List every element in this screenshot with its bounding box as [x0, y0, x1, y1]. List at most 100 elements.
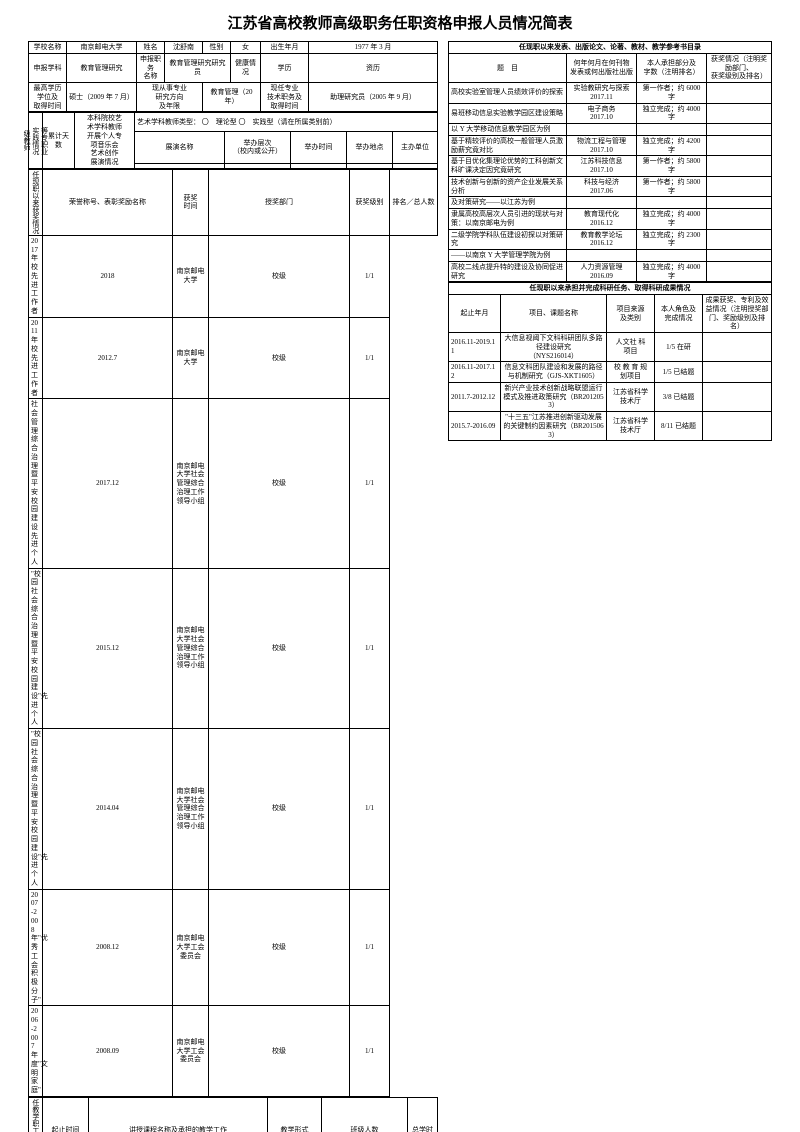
cell: 南京邮电大学工会委员会	[173, 1006, 209, 1097]
cell: 2008.12	[43, 889, 173, 1006]
value: 1977 年 3 月	[309, 42, 438, 54]
th: 举办时间	[291, 131, 347, 163]
th: 获奖情况（注明奖励部门、获奖级别及排名）	[707, 53, 772, 82]
cell	[703, 382, 772, 411]
cell	[707, 83, 772, 104]
table-row: 以 Y 大学移动信息教学园区为例	[449, 124, 772, 136]
cell	[703, 362, 772, 383]
table-row: 高校实验室管理人员绩效评价的探索实验教研究与探索2017.11第一作者；约 60…	[449, 83, 772, 104]
table-row: 社会管理综合治理暨平安校园建设先进个人2017.12南京邮电大学社会管理综合治理…	[29, 399, 438, 568]
cell: 校级	[209, 317, 350, 399]
value: 教育管理（20 年）	[203, 83, 261, 112]
th: 获奖级别	[350, 169, 390, 235]
th: 举办层次（校内或公开）	[225, 131, 291, 163]
cell: 第一作者；约 6000 字	[637, 83, 707, 104]
th: 起止年月	[449, 295, 501, 333]
side-label: 任教学职工以来情况	[29, 1097, 43, 1132]
cell: 2011 年校先进工作者	[29, 317, 43, 399]
th: 题 目	[449, 53, 567, 82]
th: 获奖时间	[173, 169, 209, 235]
cell: 第一作者；约 5800 字	[637, 156, 707, 177]
cell: 二级学院学科队伍建设初探以对策研究	[449, 229, 567, 250]
cell: 校 教 育 规划项目	[607, 362, 655, 383]
cell: 社会管理综合治理暨平安校园建设先进个人	[29, 399, 43, 568]
label: 申报职务名称	[137, 53, 165, 82]
value: 沈舒南	[165, 42, 203, 54]
th: 主办单位	[393, 131, 438, 163]
cell: 1/5 已结题	[655, 362, 703, 383]
cell: 信息文科团队建设和发展的路径与机制研究（GJS-XKT1605）	[501, 362, 607, 383]
cell: 2014.04	[43, 729, 173, 890]
cell: 独立完成；约 4000 字	[637, 103, 707, 124]
cell: 独立完成；约 4000 字	[637, 261, 707, 282]
cell	[707, 209, 772, 230]
honors-table: 任现职以来获奖情况 荣誉称号、表彰奖励名称 获奖时间 授奖部门 获奖级别 排名／…	[28, 169, 438, 1097]
table-row: 2015.7-2016.09"十三五"江苏推进创新驱动发展的关键制约因素研究（B…	[449, 412, 772, 441]
th: 班级人数	[322, 1097, 408, 1132]
table-row: 二级学院学科队伍建设初探以对策研究教育教学论坛2016.12独立完成；约 230…	[449, 229, 772, 250]
th: 项目来源及类别	[607, 295, 655, 333]
cell: 人文社 科项目	[607, 333, 655, 362]
cat-row: 艺术学科教师类型： 〇 理论型 〇 实践型（请在所属类别前）	[135, 113, 438, 132]
label: 最高学历学位及取得时间	[29, 83, 67, 112]
cell: 校级	[209, 889, 350, 1006]
cell	[637, 250, 707, 262]
label: 学校名称	[29, 42, 67, 54]
label: 资历	[309, 53, 438, 82]
label: 现任专业技术职务及取得时间	[261, 83, 309, 112]
cell: 2012.7	[43, 317, 173, 399]
cell: 南京邮电大学社会管理综合治理工作领导小组	[173, 399, 209, 568]
cell	[707, 176, 772, 197]
left-column: 学校名称 南京邮电大学 姓名 沈舒南 性别 女 出生年月 1977 年 3 月 …	[28, 41, 438, 1132]
cell: ——以南京 Y 大学管理学院为例	[449, 250, 567, 262]
cell: 校级	[209, 729, 350, 890]
table-row: 2011 年校先进工作者2012.7南京邮电大学校级1/1	[29, 317, 438, 399]
cell: 1/1	[350, 729, 390, 890]
cell: 实验教研究与探索2017.11	[567, 83, 637, 104]
cell	[567, 124, 637, 136]
cell: 3/8 已结题	[655, 382, 703, 411]
cell: 校级	[209, 399, 350, 568]
th: 本人角色及完成情况	[655, 295, 703, 333]
cell: 校级	[209, 1006, 350, 1097]
label: 性别	[203, 42, 231, 54]
cell: 2007-2008 年"优秀工会积极分子"	[29, 889, 43, 1006]
side-label: 任现职以来获奖情况	[29, 169, 43, 235]
cell	[637, 197, 707, 209]
value: 助理研究员（2005 年 9 月）	[309, 83, 438, 112]
table-row: 高校二线点提升特的建设及协同促进研究人力资源管理2016.09独立完成；约 40…	[449, 261, 772, 282]
th: 荣誉称号、表彰奖励名称	[43, 169, 173, 235]
table-row: 基于精较评价的高校一般管理人员激励薪究竟对比物流工程与管理2017.10独立完成…	[449, 135, 772, 156]
table-row: 2016.11-2019.11大信息视阈下文科科研团队多路径建设研究（NYS21…	[449, 333, 772, 362]
table-row: "校园社会综合治理暨平安校园建设"先进个人2015.12南京邮电大学社会管理综合…	[29, 568, 438, 729]
table-row: ——以南京 Y 大学管理学院为例	[449, 250, 772, 262]
label: 现从事专业研究方向及年限	[137, 83, 203, 112]
table-row: 2011.7-2012.12新兴产业技术创新战略联盟运行模式及推进政策研究（BR…	[449, 382, 772, 411]
cell: 独立完成；约 4200 字	[637, 135, 707, 156]
cell: 2011.7-2012.12	[449, 382, 501, 411]
cell: 独立完成；约 2300 字	[637, 229, 707, 250]
label: 出生年月	[261, 42, 309, 54]
cell: 科技与经济2017.06	[567, 176, 637, 197]
cell: 新兴产业技术创新战略联盟运行模式及推进政策研究（BR2012053）	[501, 382, 607, 411]
cell: 8/11 已结题	[655, 412, 703, 441]
cell: 第一作者；约 5800 字	[637, 176, 707, 197]
cell: 技术创新与创新的资产企业发展关系分析	[449, 176, 567, 197]
cell: 1/1	[350, 1006, 390, 1097]
cell: 南京邮电大学工会委员会	[173, 889, 209, 1006]
side-label: 等专职业实践情况级教师	[29, 113, 43, 169]
cell	[707, 156, 772, 177]
th: 授奖部门	[209, 169, 350, 235]
table-row: 及对策研究——以江苏为例	[449, 197, 772, 209]
th: 起止时间	[43, 1097, 89, 1132]
cell	[703, 333, 772, 362]
label: 申报学科	[29, 53, 67, 82]
table-row: 技术创新与创新的资产企业发展关系分析科技与经济2017.06第一作者；约 580…	[449, 176, 772, 197]
cell: 1/1	[350, 399, 390, 568]
table-row: 隶属高校高层次人员引进的现状与对策：以南京邮电为例教育现代化2016.12独立完…	[449, 209, 772, 230]
table-row: 2016.11-2017.12信息文科团队建设和发展的路径与机制研究（GJS-X…	[449, 362, 772, 383]
cell: 江苏科技信息2017.10	[567, 156, 637, 177]
cell: "校园社会综合治理暨平安校园建设"先进个人	[29, 568, 43, 729]
cell	[707, 229, 772, 250]
cell	[707, 124, 772, 136]
